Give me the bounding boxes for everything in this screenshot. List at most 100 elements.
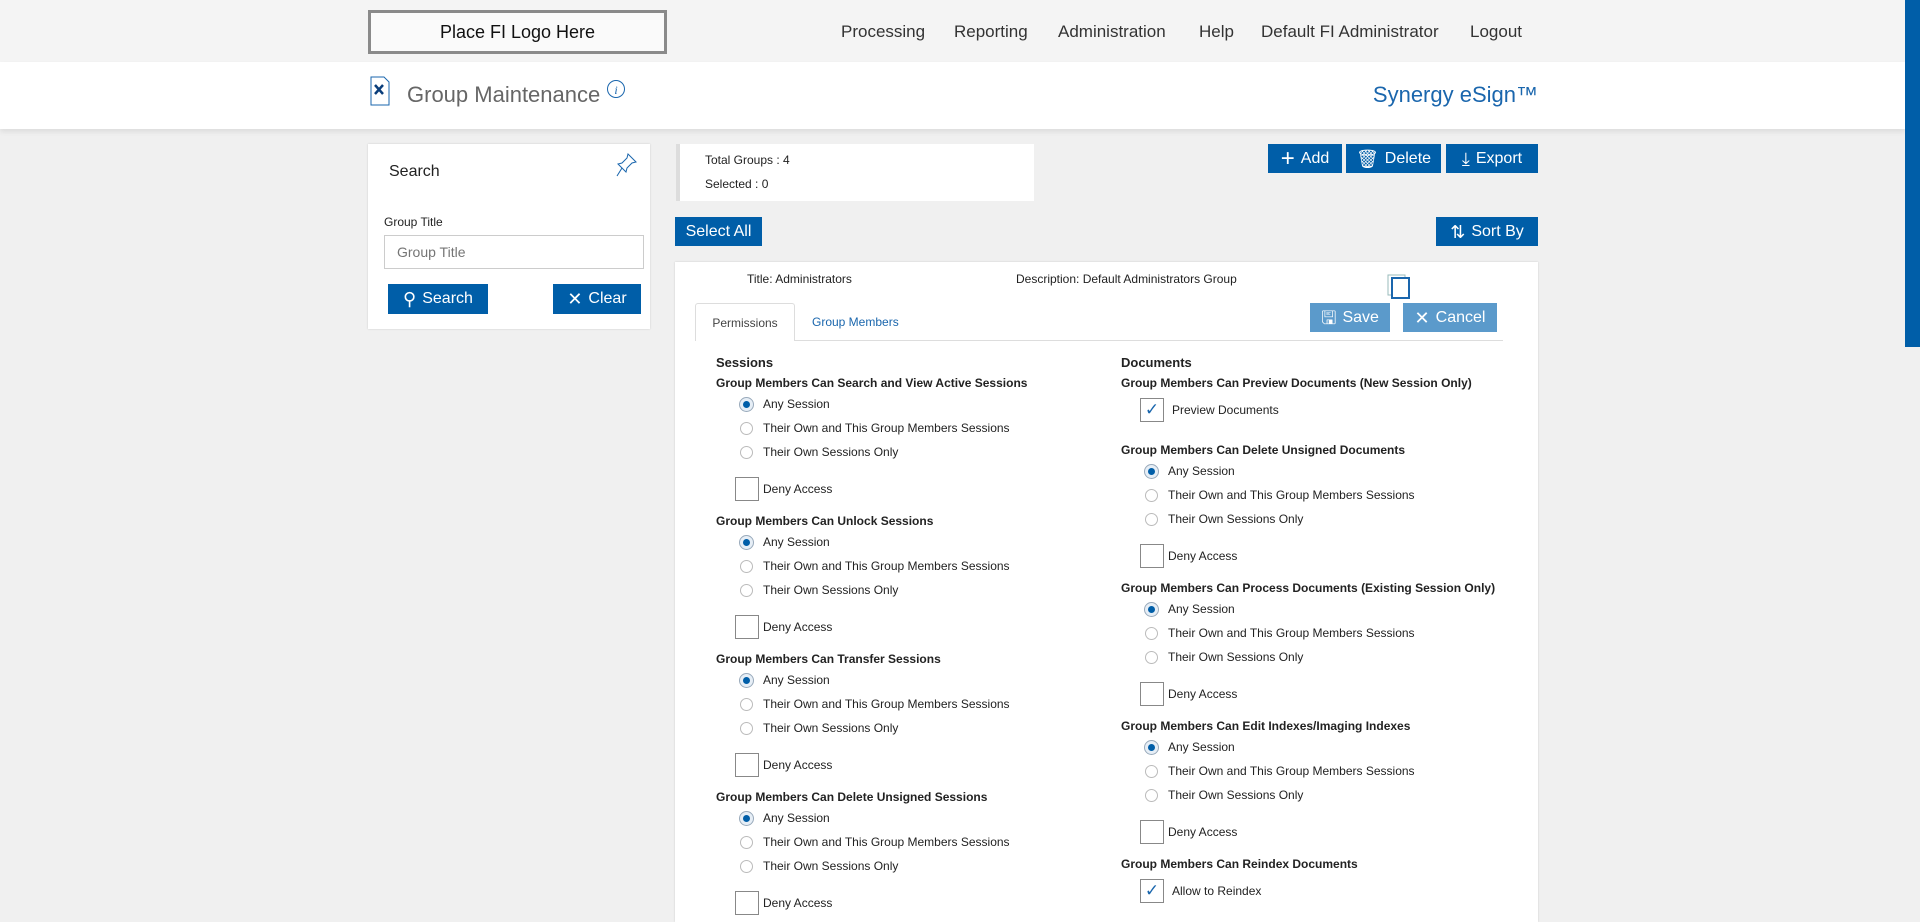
copy-icon[interactable] [1387,274,1411,300]
permission-checkbox[interactable]: ✓ [1140,398,1164,422]
radio-label[interactable]: Their Own and This Group Members Session… [763,835,1010,849]
page-header [0,62,1905,129]
permission-heading: Group Members Can Delete Unsigned Sessio… [716,790,988,804]
deny-access-label[interactable]: Deny Access [763,620,833,634]
radio-button[interactable] [1145,627,1158,640]
search-icon: ⚲ [403,289,417,309]
nav-logout[interactable]: Logout [1470,22,1522,41]
radio-button[interactable] [740,536,753,549]
radio-label[interactable]: Their Own Sessions Only [763,721,899,735]
nav-reporting[interactable]: Reporting [954,22,1028,41]
export-button[interactable]: ⤓ Export [1446,144,1538,173]
deny-access-label[interactable]: Deny Access [763,482,833,496]
radio-button[interactable] [1145,603,1158,616]
deny-access-label[interactable]: Deny Access [1168,687,1238,701]
delete-label: Delete [1384,149,1432,167]
radio-label[interactable]: Their Own and This Group Members Session… [1168,626,1415,640]
deny-access-checkbox[interactable] [735,477,759,501]
cancel-button[interactable]: ✕ Cancel [1403,303,1497,332]
radio-label[interactable]: Any Session [763,535,830,549]
radio-label[interactable]: Their Own Sessions Only [763,583,899,597]
permission-checkbox-label[interactable]: Preview Documents [1172,403,1279,417]
radio-button[interactable] [740,398,753,411]
radio-button[interactable] [740,722,753,735]
permission-checkbox[interactable]: ✓ [1140,879,1164,903]
radio-label[interactable]: Their Own and This Group Members Session… [763,421,1010,435]
clear-button[interactable]: ✕ Clear [553,284,641,314]
radio-label[interactable]: Their Own Sessions Only [763,445,899,459]
radio-label[interactable]: Any Session [763,811,830,825]
permission-heading: Group Members Can Edit Indexes/Imaging I… [1121,719,1411,733]
info-icon[interactable]: i [606,79,626,99]
radio-label[interactable]: Their Own and This Group Members Session… [1168,764,1415,778]
radio-button[interactable] [740,860,753,873]
save-button[interactable]: 🖫 Save [1310,303,1390,332]
deny-access-checkbox[interactable] [1140,544,1164,568]
deny-access-label[interactable]: Deny Access [763,758,833,772]
sort-icon: ⇅ [1450,221,1466,242]
permission-heading: Group Members Can Process Documents (Exi… [1121,581,1496,595]
radio-label[interactable]: Their Own Sessions Only [1168,788,1304,802]
save-label: Save [1342,308,1379,326]
radio-button[interactable] [740,560,753,573]
nav-user[interactable]: Default FI Administrator [1261,22,1439,41]
radio-button[interactable] [1145,489,1158,502]
permission-checkbox-label[interactable]: Allow to Reindex [1172,884,1262,898]
deny-access-checkbox[interactable] [735,753,759,777]
radio-label[interactable]: Any Session [1168,464,1235,478]
radio-label[interactable]: Their Own and This Group Members Session… [763,697,1010,711]
nav-administration[interactable]: Administration [1058,22,1166,41]
sort-by-button[interactable]: ⇅ Sort By [1436,217,1538,246]
radio-button[interactable] [740,446,753,459]
group-title-input[interactable] [384,235,644,269]
radio-label[interactable]: Any Session [763,673,830,687]
radio-button[interactable] [1145,651,1158,664]
radio-label[interactable]: Any Session [1168,740,1235,754]
radio-label[interactable]: Their Own Sessions Only [763,859,899,873]
radio-button[interactable] [1145,513,1158,526]
radio-button[interactable] [1145,741,1158,754]
nav-processing[interactable]: Processing [841,22,926,41]
search-button[interactable]: ⚲ Search [388,284,488,314]
radio-label[interactable]: Their Own and This Group Members Session… [763,559,1010,573]
export-label: Export [1475,149,1523,167]
logo-placeholder[interactable]: Place FI Logo Here [368,10,667,54]
group-maintenance-icon [370,76,390,106]
add-button[interactable]: + Add [1268,144,1342,173]
trash-icon: 🗑 [1355,148,1379,169]
nav-help[interactable]: Help [1199,22,1234,41]
permission-heading: Group Members Can Search and View Active… [716,376,1028,390]
radio-label[interactable]: Any Session [763,397,830,411]
radio-button[interactable] [1145,465,1158,478]
radio-button[interactable] [1145,789,1158,802]
deny-access-label[interactable]: Deny Access [1168,825,1238,839]
radio-button[interactable] [740,584,753,597]
radio-label[interactable]: Any Session [1168,602,1235,616]
page-title: Group Maintenance [407,82,601,107]
deny-access-checkbox[interactable] [1140,682,1164,706]
cancel-label: Cancel [1435,308,1486,326]
scrollbar-thumb[interactable] [1905,0,1920,347]
tab-permissions[interactable]: Permissions [695,303,795,341]
total-groups: Total Groups : 4 [705,153,790,167]
deny-access-checkbox[interactable] [1140,820,1164,844]
pin-icon[interactable] [616,152,638,178]
radio-label[interactable]: Their Own and This Group Members Session… [1168,488,1415,502]
delete-button[interactable]: 🗑 Delete [1346,144,1441,173]
close-icon: ✕ [1414,307,1430,328]
radio-button[interactable] [1145,765,1158,778]
add-label: Add [1300,149,1330,167]
deny-access-checkbox[interactable] [735,891,759,915]
radio-button[interactable] [740,836,753,849]
radio-label[interactable]: Their Own Sessions Only [1168,650,1304,664]
radio-button[interactable] [740,698,753,711]
radio-label[interactable]: Their Own Sessions Only [1168,512,1304,526]
deny-access-label[interactable]: Deny Access [763,896,833,910]
deny-access-label[interactable]: Deny Access [1168,549,1238,563]
tab-group-members[interactable]: Group Members [812,315,899,329]
radio-button[interactable] [740,422,753,435]
select-all-button[interactable]: Select All [675,217,762,246]
radio-button[interactable] [740,674,753,687]
radio-button[interactable] [740,812,753,825]
deny-access-checkbox[interactable] [735,615,759,639]
